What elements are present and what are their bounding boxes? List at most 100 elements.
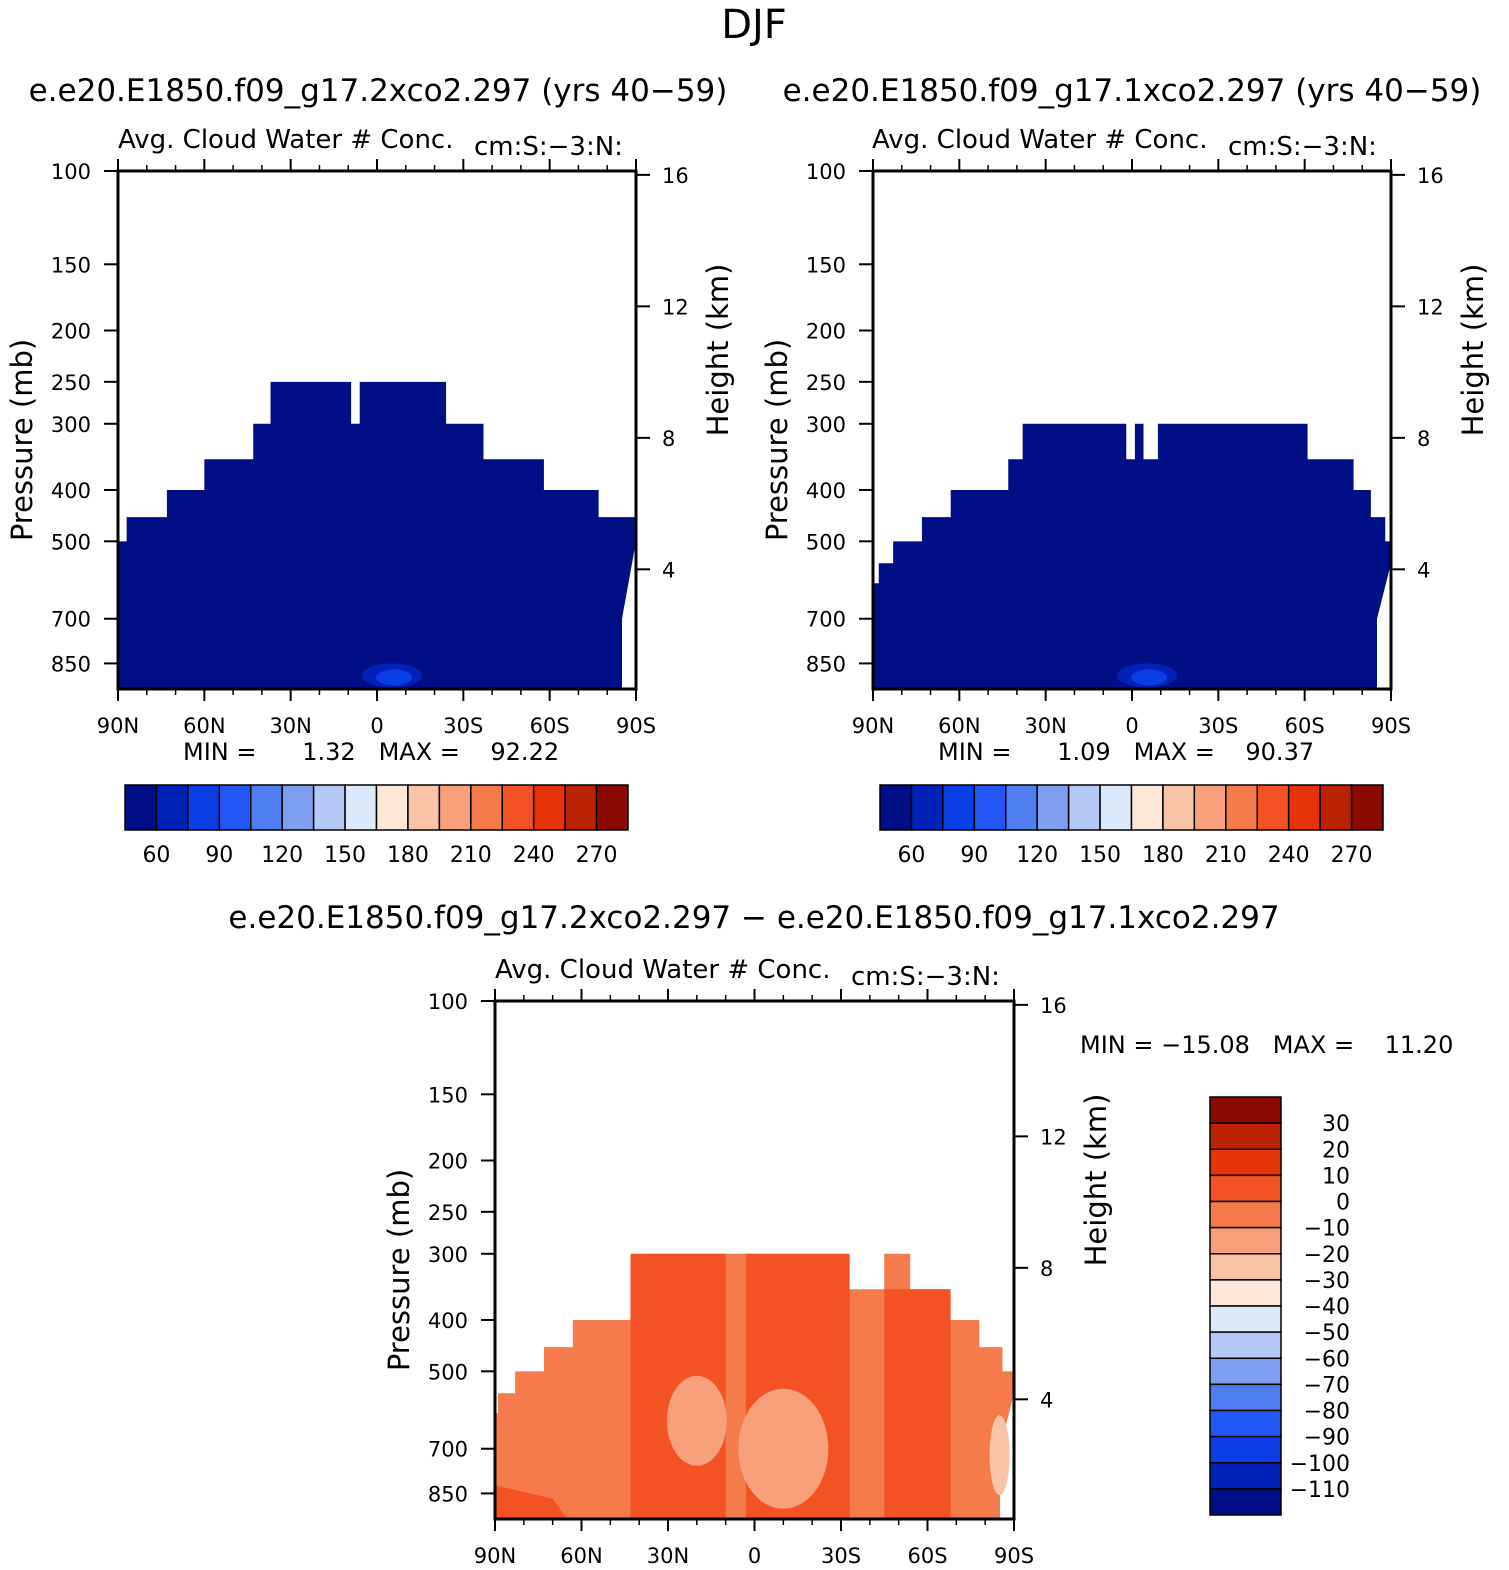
panel-3-xtick-label-5: 60S [907,1544,947,1568]
panel-1-htick-label-16: 16 [662,164,689,188]
panel-2-xtick-label-6: 90S [1371,714,1411,738]
panel-1-ytick-label-150: 150 [51,253,91,277]
panel-2-cbar-box-8 [1130,784,1164,831]
panel-1-ytick-label-300: 300 [51,413,91,437]
panel-2-htick-label-16: 16 [1417,164,1444,188]
panel-2-ylabel: Pressure (mb) [760,339,794,541]
panel-1-cloud-field-low [118,381,636,689]
panel-1-stats: MIN = 1.32 MAX = 92.22 [183,738,559,766]
panel-3-cbar-box-1 [1209,1122,1282,1150]
panel-1-cbar-box-11 [470,784,503,831]
panel-3-htick-label-12: 12 [1040,1125,1067,1149]
panel-3-htick-label-16: 16 [1040,994,1067,1018]
figure-title: DJF [721,2,787,48]
panel-3-pocket-2 [738,1388,829,1509]
panel-2-units-label: cm:S:−3:N: [1228,132,1377,162]
panel-2-ytick-label-250: 250 [806,371,846,395]
panel-2-xtick-label-5: 60S [1285,714,1325,738]
panel-1-ytick-label-250: 250 [51,371,91,395]
panel-1-variable-label: Avg. Cloud Water # Conc. [118,125,454,155]
panel-3-htick-label-4: 4 [1040,1388,1053,1412]
panel-2-xtick-label-2: 30N [1024,714,1066,738]
panel-2-field [873,423,1391,689]
panel-3-cbar-box-4 [1209,1200,1282,1229]
panel-2-htick-label-8: 8 [1417,427,1430,451]
panel-2-cbar-box-3 [973,784,1007,831]
panel-1-cbar-label-4: 180 [387,843,429,868]
panel-3-cbar-label-8: −50 [1304,1321,1350,1346]
panel-1-cbar-box-1 [155,784,189,831]
panel-1-cbar-box-0 [124,784,158,831]
panel-1-cbar-label-1: 90 [205,843,233,868]
panel-1-xtick-label-2: 30N [269,714,311,738]
panel-1-cbar-box-10 [438,784,472,831]
panel-1-xtick-label-4: 30S [443,714,483,738]
panel-1-units-label: cm:S:−3:N: [474,132,623,162]
panel-2-cbar-label-3: 150 [1079,843,1121,868]
panel-1-cbar-box-7 [344,784,378,831]
panel-3-stats: MIN = −15.08 MAX = 11.20 [1080,1031,1453,1059]
panel-3-xtick-label-3: 0 [748,1544,761,1568]
panel-1-cbar-box-13 [532,784,566,831]
panel-2-cbar-label-7: 270 [1331,843,1373,868]
panel-2: e.e20.E1850.f09_g17.1xco2.297 (yrs 40−59… [760,73,1490,868]
panel-3-cbar-box-0 [1209,1096,1282,1124]
panel-1-cbar-box-14 [564,784,598,831]
panel-2-cbar-box-7 [1099,784,1133,831]
panel-3-ytick-label-250: 250 [428,1201,468,1225]
panel-3-band-surface [495,1485,568,1519]
panel-3-xtick-label-6: 90S [994,1544,1034,1568]
panel-3-xtick-label-2: 30N [647,1544,689,1568]
panel-3-pocket-3 [989,1415,1010,1496]
panel-3-cbar-box-11 [1209,1383,1282,1412]
panel-3-xtick-label-4: 30S [821,1544,861,1568]
panel-3-ylabel-right: Height (km) [1079,1094,1113,1267]
panel-2-cbar-box-1 [910,784,944,831]
panel-3-xtick-label-0: 90N [474,1544,516,1568]
panel-1-cbar-label-3: 150 [324,843,366,868]
panel-2-cbar-box-13 [1287,784,1321,831]
panel-1-cbar-box-12 [501,784,535,831]
panel-2-xtick-label-0: 90N [852,714,894,738]
panel-3-variable-label: Avg. Cloud Water # Conc. [495,955,831,985]
panel-2-cbar-box-10 [1193,784,1227,831]
panel-2-cbar-box-11 [1225,784,1258,831]
panel-3-cbar-label-3: 0 [1336,1191,1350,1216]
panel-3-cbar-box-9 [1209,1331,1282,1359]
panel-2-ytick-label-150: 150 [806,253,846,277]
panel-2-htick-label-4: 4 [1417,558,1430,582]
panel-2-case-title: e.e20.E1850.f09_g17.1xco2.297 (yrs 40−59… [783,73,1482,109]
panel-1-cbar-box-2 [187,784,221,831]
panel-3-ytick-label-500: 500 [428,1360,468,1384]
panel-1-cbar-label-6: 240 [513,843,555,868]
panel-1-cbar-box-3 [218,784,252,831]
panel-2-xtick-label-4: 30S [1198,714,1238,738]
panel-3-cbar-label-14: −110 [1290,1478,1350,1503]
panel-1-ytick-label-200: 200 [51,319,91,343]
panel-3-ytick-label-850: 850 [428,1482,468,1506]
panel-2-cbar-label-2: 120 [1016,843,1058,868]
panel-2-cbar-box-15 [1350,784,1384,831]
panel-2-cbar-label-0: 60 [897,843,925,868]
panel-2-cbar-box-6 [1067,784,1101,831]
panel-2-cbar-box-0 [879,784,913,831]
panel-2-ytick-label-200: 200 [806,319,846,343]
panel-2-colorbar: 60 90 120 150 180 210 240 270 [879,784,1384,868]
panel-3-cbar-label-5: −20 [1304,1243,1350,1268]
panel-1-ytick-label-850: 850 [51,652,91,676]
panel-1-cbar-box-4 [250,784,283,831]
panel-2-ytick-label-700: 700 [806,608,846,632]
panel-2-ytick-label-500: 500 [806,530,846,554]
panel-3: e.e20.E1850.f09_g17.2xco2.297 − e.e20.E1… [228,900,1453,1568]
panel-1-cbar-label-0: 60 [142,843,170,868]
panel-3-htick-label-8: 8 [1040,1257,1053,1281]
panel-3-ytick-label-400: 400 [428,1309,468,1333]
panel-3-cbar-box-2 [1209,1148,1282,1177]
panel-3-ytick-label-300: 300 [428,1243,468,1267]
panel-3-cbar-label-4: −10 [1304,1217,1350,1242]
panel-1-htick-label-4: 4 [662,558,675,582]
panel-3-cbar-box-10 [1209,1357,1282,1386]
panel-3-cbar-label-1: 20 [1322,1138,1350,1163]
panel-3-pocket-1 [666,1375,727,1466]
panel-1-ylabel: Pressure (mb) [5,339,39,541]
